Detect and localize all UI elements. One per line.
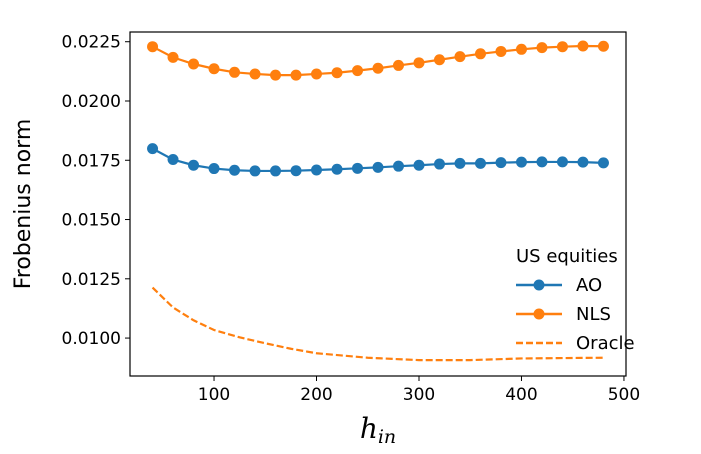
y-axis: 0.0100 0.0125 0.0150 0.0175 0.0200 0.0225: [62, 33, 130, 349]
point-ao: [229, 164, 241, 176]
x-tick-label: 500: [608, 385, 640, 405]
y-tick-label: 0.0200: [62, 92, 121, 112]
legend-marker-nls: [533, 308, 545, 320]
point-nls: [352, 65, 364, 77]
point-ao: [188, 159, 200, 171]
point-ao: [290, 165, 302, 177]
point-nls: [372, 62, 384, 74]
point-ao: [167, 154, 179, 166]
x-axis-label: hin: [360, 412, 396, 448]
point-ao: [413, 159, 425, 171]
point-ao: [556, 156, 568, 168]
legend-marker-ao: [533, 279, 545, 291]
point-ao: [331, 163, 343, 175]
y-tick-label: 0.0175: [62, 151, 121, 171]
y-tick-label: 0.0125: [62, 270, 121, 290]
point-nls: [311, 68, 323, 80]
plot-frame: [129, 31, 627, 377]
y-tick-label: 0.0150: [62, 211, 121, 231]
x-axis-label-main: h: [360, 412, 378, 445]
legend-label-ao: AO: [576, 275, 602, 296]
point-ao: [536, 156, 548, 168]
point-ao: [352, 162, 364, 174]
point-ao: [474, 157, 486, 169]
x-tick-label: 300: [403, 385, 435, 405]
point-nls: [147, 41, 159, 53]
legend-label-nls: NLS: [576, 304, 611, 325]
x-tick-label: 100: [198, 385, 230, 405]
point-ao: [270, 165, 282, 177]
point-ao: [454, 157, 466, 169]
point-ao: [311, 164, 323, 176]
series-line-oracle: [151, 286, 604, 362]
point-ao: [392, 160, 404, 172]
plot-marks: [147, 40, 609, 362]
point-nls: [556, 41, 568, 53]
legend: US equities AO NLS Oracle: [516, 246, 635, 354]
point-nls: [208, 63, 220, 75]
point-ao: [495, 157, 507, 169]
point-nls: [433, 54, 445, 66]
y-tick-label: 0.0100: [62, 329, 121, 349]
point-nls: [474, 48, 486, 60]
point-nls: [270, 69, 282, 81]
point-ao: [249, 165, 261, 177]
x-axis: 100 200 300 400 500: [198, 376, 640, 405]
x-tick-label: 400: [505, 385, 537, 405]
point-nls: [229, 66, 241, 78]
point-ao: [147, 143, 159, 155]
point-ao: [433, 158, 445, 170]
point-nls: [392, 59, 404, 71]
y-axis-label: Frobenius norm: [11, 119, 36, 290]
point-ao: [597, 157, 609, 169]
point-nls: [597, 40, 609, 52]
point-nls: [454, 51, 466, 63]
point-nls: [536, 42, 548, 54]
point-nls: [249, 68, 261, 80]
x-tick-label: 200: [300, 385, 332, 405]
point-nls: [167, 51, 179, 63]
point-nls: [331, 67, 343, 79]
point-nls: [188, 58, 200, 70]
x-axis-label-sub: in: [378, 426, 396, 448]
point-ao: [208, 163, 220, 175]
point-nls: [515, 43, 527, 55]
y-tick-label: 0.0225: [62, 33, 121, 53]
legend-title: US equities: [516, 246, 618, 267]
point-nls: [290, 69, 302, 81]
point-ao: [515, 156, 527, 168]
point-nls: [495, 45, 507, 57]
point-nls: [577, 40, 589, 52]
legend-label-oracle: Oracle: [576, 333, 635, 354]
point-ao: [372, 161, 384, 173]
point-ao: [577, 156, 589, 168]
point-nls: [413, 57, 425, 69]
